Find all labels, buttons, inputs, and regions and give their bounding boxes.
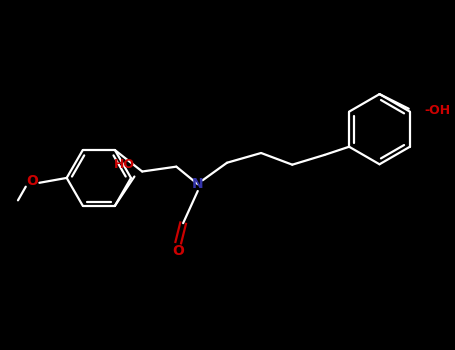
Text: O: O: [27, 174, 39, 188]
Text: -OH: -OH: [425, 104, 450, 117]
Text: HO: HO: [114, 158, 135, 172]
Text: N: N: [192, 177, 203, 191]
Text: O: O: [172, 244, 184, 258]
